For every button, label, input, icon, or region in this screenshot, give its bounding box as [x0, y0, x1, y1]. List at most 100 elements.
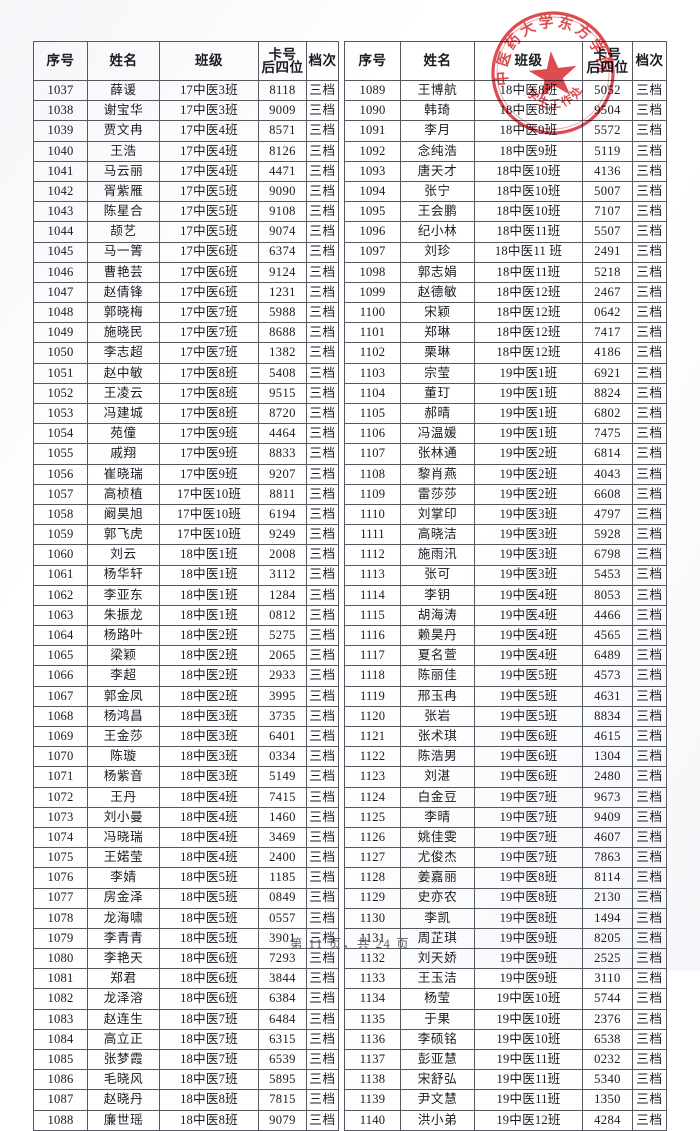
cell-class: 17中医6班	[159, 241, 259, 263]
cell-serial-no: 1091	[344, 120, 401, 142]
cell-tier: 三档	[306, 382, 339, 405]
cell-card-last4: 8833	[258, 443, 307, 465]
table-row: 1052 王凌云 17中医8班 9515 三档	[33, 382, 339, 405]
cell-serial-no: 1092	[344, 140, 401, 162]
cell-card-last4: 7863	[582, 847, 633, 869]
cell-serial-no: 1058	[33, 503, 88, 526]
cell-class: 18中医9班	[474, 140, 583, 162]
cell-class: 18中医8班	[474, 100, 583, 122]
table-row: 1116 赖昊丹 19中医4班 4565 三档	[344, 625, 667, 647]
cell-class: 18中医8班	[159, 1109, 259, 1131]
cell-tier: 三档	[306, 826, 339, 849]
cell-class: 19中医4班	[474, 604, 583, 627]
cell-tier: 三档	[306, 402, 339, 425]
table-row: 1069 王金莎 18中医3班 6401 三档	[33, 725, 339, 748]
cell-name: 马一箐	[87, 241, 160, 263]
cell-name: 朱振龙	[87, 604, 160, 627]
cell-name: 刘珍	[400, 241, 475, 263]
cell-tier: 三档	[306, 907, 339, 929]
cell-tier: 三档	[306, 241, 339, 263]
cell-class: 17中医10班	[159, 483, 259, 505]
cell-tier: 三档	[632, 887, 667, 909]
table-row: 1117 夏名萱 19中医4班 6489 三档	[344, 645, 667, 667]
cell-serial-no: 1050	[33, 342, 88, 364]
cell-class: 19中医8班	[474, 887, 583, 909]
cell-serial-no: 1077	[33, 887, 88, 909]
cell-name: 王会鹏	[400, 201, 475, 223]
cell-tier: 三档	[632, 988, 667, 1010]
cell-tier: 三档	[632, 544, 667, 566]
cell-class: 18中医10班	[474, 180, 583, 203]
cell-card-last4: 9108	[258, 201, 307, 223]
cell-name: 郑琳	[400, 322, 475, 344]
cell-class: 19中医1班	[474, 362, 583, 384]
cell-name: 张梦霞	[87, 1048, 160, 1071]
cell-card-last4: 0849	[258, 887, 307, 909]
cell-name: 栗琳	[400, 342, 475, 364]
cell-name: 冯建城	[87, 402, 160, 425]
cell-tier: 三档	[306, 160, 339, 182]
table-row: 1051 赵中敏 17中医8班 5408 三档	[33, 362, 339, 384]
cell-serial-no: 1059	[33, 524, 88, 546]
cell-card-last4: 3112	[258, 564, 307, 586]
cell-card-last4: 0232	[582, 1048, 633, 1071]
table-row: 1106 冯温媛 19中医1班 7475 三档	[344, 423, 667, 445]
table-row: 1136 李硕铭 19中医10班 6538 三档	[344, 1028, 667, 1051]
cell-serial-no: 1076	[33, 867, 88, 889]
cell-tier: 三档	[632, 524, 667, 546]
cell-tier: 三档	[306, 786, 339, 808]
cell-card-last4: 2376	[582, 1008, 633, 1030]
cell-serial-no: 1096	[344, 221, 401, 243]
cell-tier: 三档	[306, 221, 339, 243]
cell-serial-no: 1055	[33, 443, 88, 465]
table-row: 1115 胡海涛 19中医4班 4466 三档	[344, 604, 667, 627]
cell-name: 李硕铭	[400, 1028, 475, 1051]
cell-tier: 三档	[632, 1008, 667, 1030]
cell-class: 18中医10班	[474, 160, 583, 182]
cell-serial-no: 1129	[344, 887, 401, 909]
cell-serial-no: 1115	[344, 604, 401, 627]
cell-name: 张林通	[400, 443, 475, 465]
cell-card-last4: 2933	[258, 665, 307, 687]
table-row: 1074 冯晓瑞 18中医4班 3469 三档	[33, 826, 339, 849]
cell-class: 17中医6班	[159, 281, 259, 304]
cell-tier: 三档	[306, 201, 339, 223]
cell-card-last4: 6384	[258, 988, 307, 1010]
cell-tier: 三档	[632, 847, 667, 869]
roster-table-left: 序号 姓名 班级 卡号 后四位 档次 1037 薛谖 17中医3班 8118 三档 103…	[33, 41, 339, 1131]
cell-tier: 三档	[306, 524, 339, 546]
cell-class: 19中医7班	[474, 847, 583, 869]
cell-serial-no: 1070	[33, 746, 88, 768]
cell-tier: 三档	[306, 362, 339, 384]
cell-name: 王凌云	[87, 382, 160, 405]
cell-tier: 三档	[632, 584, 667, 606]
table-row: 1091 李月 18中医9班 5572 三档	[344, 120, 667, 142]
cell-tier: 三档	[632, 685, 667, 707]
table-row: 1037 薛谖 17中医3班 8118 三档	[33, 79, 339, 102]
cell-name: 洪小弟	[400, 1109, 475, 1131]
cell-name: 王博航	[400, 79, 475, 102]
cell-tier: 三档	[632, 160, 667, 182]
cell-tier: 三档	[306, 806, 339, 828]
cell-name: 李晴	[400, 806, 475, 828]
table-row: 1062 李亚东 18中医1班 1284 三档	[33, 584, 339, 606]
cell-tier: 三档	[306, 483, 339, 505]
cell-card-last4: 6484	[258, 1008, 307, 1030]
cell-tier: 三档	[632, 604, 667, 627]
cell-class: 19中医2班	[474, 443, 583, 465]
cell-card-last4: 3110	[582, 968, 633, 990]
cell-name: 杨鸿昌	[87, 705, 160, 728]
cell-tier: 三档	[632, 705, 667, 728]
cell-name: 宋颖	[400, 302, 475, 324]
cell-card-last4: 0334	[258, 746, 307, 768]
cell-card-last4: 4573	[582, 665, 633, 687]
cell-tier: 三档	[632, 503, 667, 526]
cell-name: 龙海啸	[87, 907, 160, 929]
cell-serial-no: 1117	[344, 645, 401, 667]
cell-card-last4: 4615	[582, 725, 633, 748]
cell-name: 杨紫音	[87, 766, 160, 788]
cell-class: 18中医2班	[159, 665, 259, 687]
cell-class: 17中医10班	[159, 524, 259, 546]
cell-class: 19中医4班	[474, 625, 583, 647]
cell-class: 19中医11班	[474, 1048, 583, 1071]
